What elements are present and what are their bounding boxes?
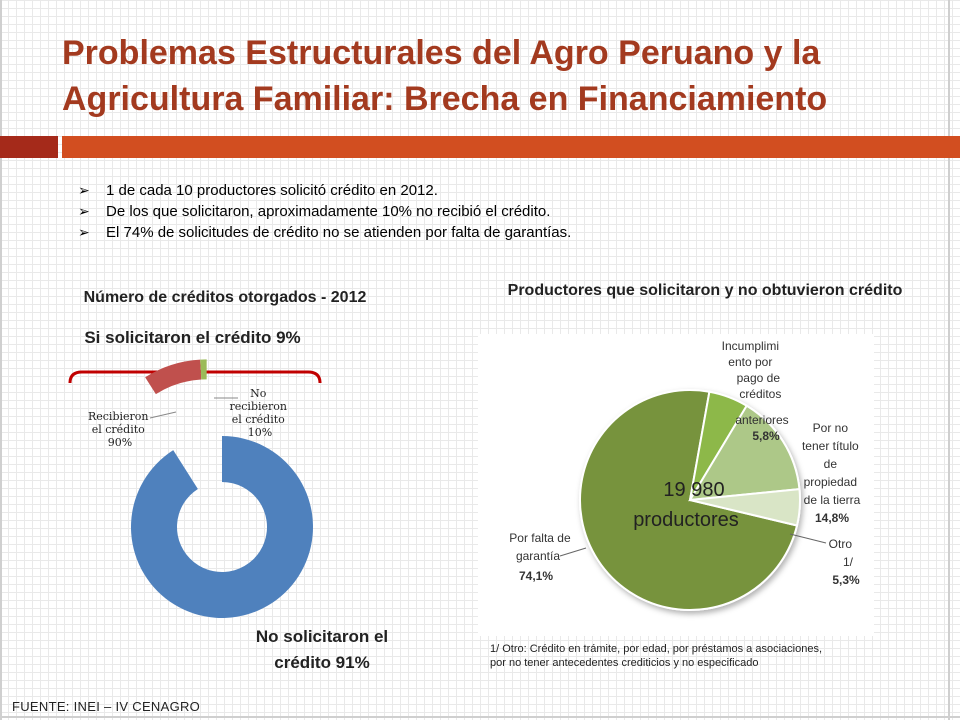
bullet-list: ➢ 1 de cada 10 productores solicitó crédi…: [78, 180, 778, 243]
label-falta-garantia-line: garantía: [516, 549, 560, 563]
bullet-text: De los que solicitaron, aproximadamente …: [106, 203, 551, 220]
label-falta-garantia-line: Por falta de: [509, 531, 571, 545]
slide-frame-bottom: [0, 716, 960, 718]
no-recibieron-label-line: recibieron: [230, 400, 287, 413]
value-sin-titulo: 14,8%: [815, 511, 849, 525]
no-recibieron-label: No recibieron el crédito 10%: [230, 387, 291, 439]
bullet-text: 1 de cada 10 productores solicitó crédit…: [106, 182, 438, 199]
bullet-item: ➢ 1 de cada 10 productores solicitó crédi…: [78, 180, 778, 201]
slice-otro: [689, 488, 801, 527]
arrow-bullet-icon: ➢: [78, 224, 90, 240]
bullet-item: ➢ De los que solicitaron, aproximadamente…: [78, 201, 778, 222]
label-otro: Otro 1/: [829, 537, 856, 569]
slice-no-recibieron: [200, 359, 207, 380]
chart-footnote: 1/ Otro: Crédito en trámite, por edad, p…: [490, 642, 910, 670]
leader-line-recibieron: [149, 411, 177, 419]
pie-center-value: 19 980: [663, 479, 724, 501]
label-incumplimiento-line: créditos: [739, 387, 781, 401]
recibieron-label-line: Recibieron: [88, 410, 149, 423]
footnote-line: por no tener antecedentes crediticios y …: [490, 657, 759, 669]
title-bar-dark: [0, 136, 58, 158]
slide-frame-right: [948, 0, 950, 720]
slice-falta-garantia: [579, 389, 799, 611]
label-otro-line: Otro: [829, 537, 853, 551]
recibieron-label: Recibieron el crédito 90%: [88, 410, 152, 449]
slide-frame-left: [0, 0, 2, 720]
label-sin-titulo-line: Por no: [813, 421, 849, 435]
no-solicitaron-label: No solicitaron el crédito 91%: [222, 624, 422, 676]
label-incumplimiento-line: ento por: [728, 355, 772, 369]
donut-ring-no-solicitaron: [131, 435, 314, 619]
bullet-item: ➢ El 74% de solicitudes de crédito no se …: [78, 222, 778, 243]
value-otro: 5,3%: [832, 573, 860, 587]
data-source: FUENTE: INEI – IV CENAGRO: [12, 699, 201, 714]
slice-recibieron: [145, 359, 202, 395]
label-sin-titulo: Por no tener título de propiedad de la t…: [802, 421, 862, 507]
slide-title-line2: Agricultura Familiar: Brecha en Financia…: [62, 80, 828, 118]
value-falta-garantia: 74,1%: [519, 569, 553, 583]
label-incumplimiento: Incumplimi ento por pago de créditos ant…: [722, 339, 789, 427]
no-recibieron-label-line: No: [250, 387, 267, 400]
arrow-bullet-icon: ➢: [78, 203, 90, 219]
recibieron-label-line: 90%: [108, 436, 132, 449]
label-incumplimiento-line: pago de: [737, 371, 781, 385]
arrow-bullet-icon: ➢: [78, 182, 90, 198]
no-solicitaron-label-line: No solicitaron el: [255, 627, 389, 646]
label-sin-titulo-line: de: [824, 457, 838, 471]
value-incumplimiento: 5,8%: [752, 429, 780, 443]
label-incumplimiento-line: anteriores: [735, 413, 788, 427]
pie-slices-group: [579, 389, 801, 611]
label-sin-titulo-line: propiedad: [804, 475, 857, 489]
no-recibieron-label-line: 10%: [248, 426, 272, 439]
no-recibieron-label-line: el crédito: [232, 413, 285, 426]
slide-title: Problemas Estructurales del Agro Peruano…: [62, 30, 942, 122]
label-sin-titulo-line: de la tierra: [804, 493, 861, 507]
label-otro-line: 1/: [843, 555, 854, 569]
pie-center-label: productores: [633, 509, 739, 531]
bullet-text: El 74% de solicitudes de crédito no se a…: [106, 224, 572, 241]
leader-line-otro: [789, 533, 827, 544]
right-chart-title: Productores que solicitaron y no obtuvie…: [507, 282, 903, 299]
slide-title-line1: Problemas Estructurales del Agro Peruano…: [62, 34, 821, 72]
title-bar-orange: [62, 136, 960, 158]
leader-line-garantia: [559, 547, 587, 557]
label-sin-titulo-line: tener título: [802, 439, 859, 453]
no-solicitaron-label-line: crédito 91%: [274, 653, 370, 672]
label-falta-garantia: Por falta de garantía: [509, 531, 574, 563]
requested-credit-label: Si solicitaron el crédito 9%: [84, 328, 301, 347]
recibieron-label-line: el crédito: [92, 423, 145, 436]
slice-sin-titulo: [688, 404, 801, 502]
footnote-line: 1/ Otro: Crédito en trámite, por edad, p…: [490, 643, 822, 655]
left-chart-title: Número de créditos otorgados - 2012: [83, 289, 367, 306]
label-incumplimiento-line: Incumplimi: [722, 339, 779, 353]
